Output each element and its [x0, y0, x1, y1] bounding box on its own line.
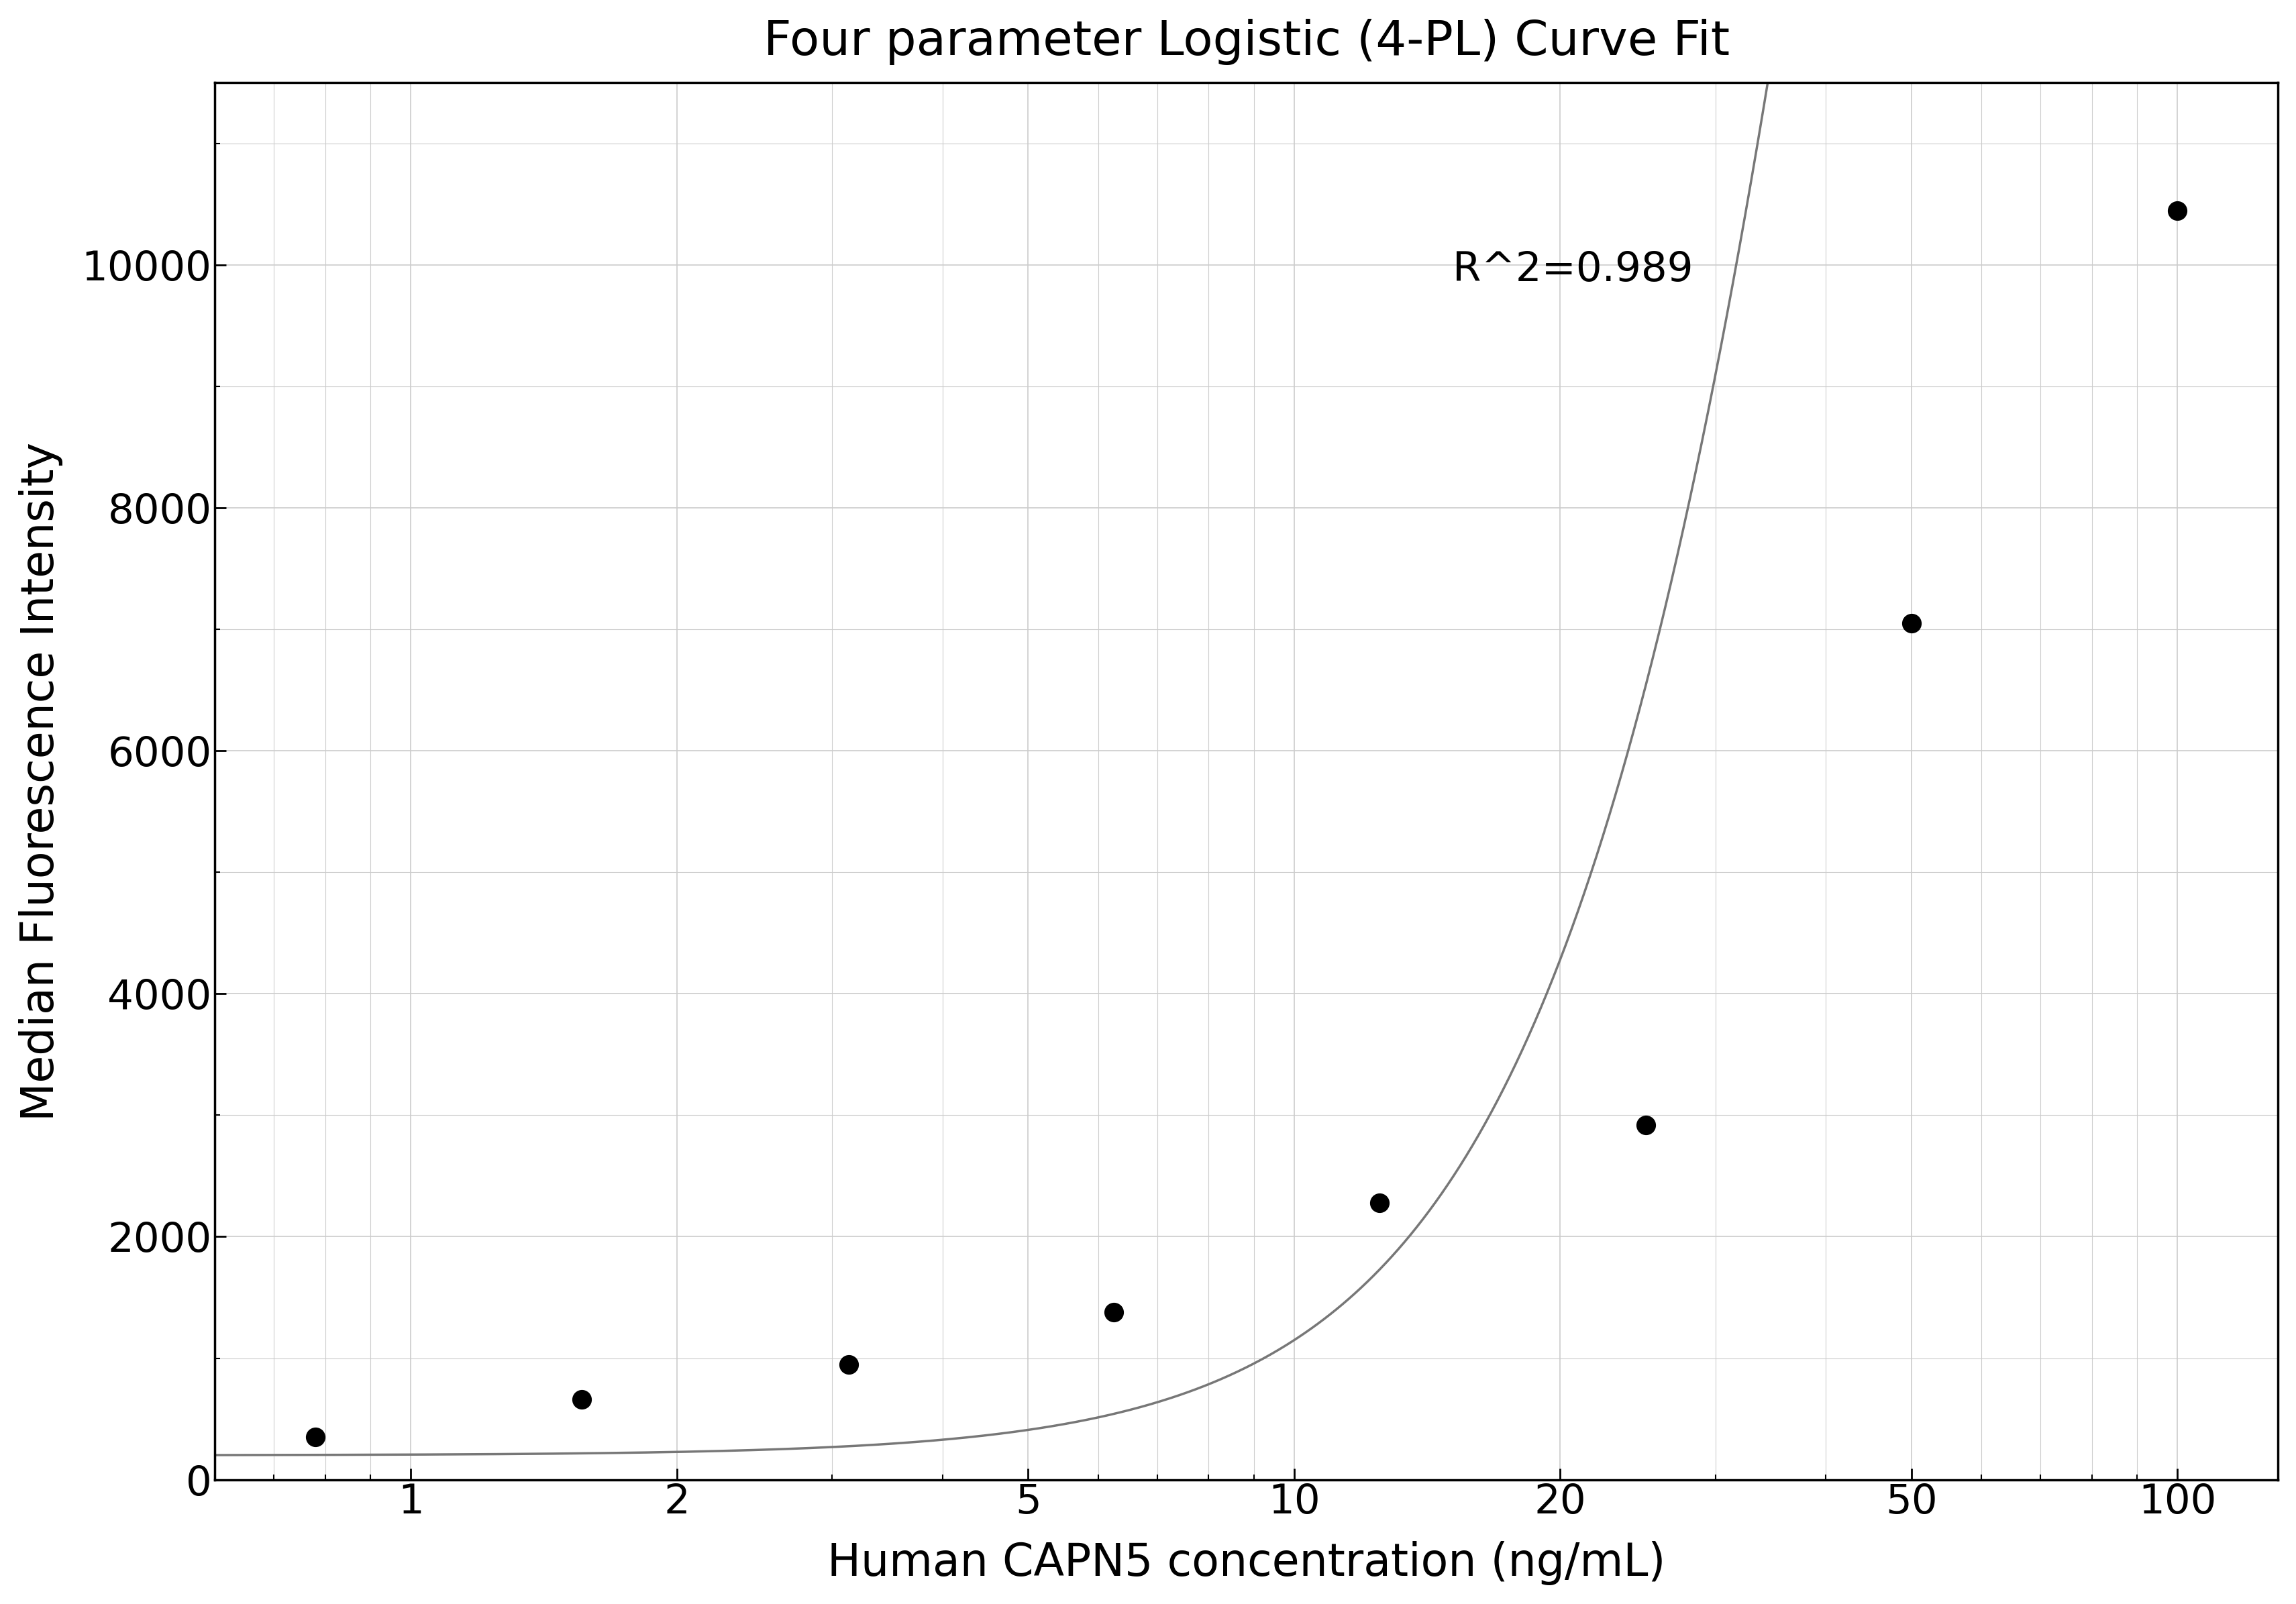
Point: [563, 1386, 599, 1412]
Point: [2158, 197, 2195, 223]
Title: Four parameter Logistic (4-PL) Curve Fit: Four parameter Logistic (4-PL) Curve Fit: [762, 19, 1729, 64]
Point: [1628, 1112, 1665, 1137]
Point: [1892, 611, 1929, 637]
Y-axis label: Median Fluorescence Intensity: Median Fluorescence Intensity: [18, 441, 62, 1121]
Point: [296, 1424, 333, 1450]
Point: [829, 1352, 866, 1378]
Text: R^2=0.989: R^2=0.989: [1453, 250, 1692, 290]
Point: [1095, 1299, 1132, 1325]
Point: [1362, 1190, 1398, 1216]
X-axis label: Human CAPN5 concentration (ng/mL): Human CAPN5 concentration (ng/mL): [827, 1541, 1665, 1585]
